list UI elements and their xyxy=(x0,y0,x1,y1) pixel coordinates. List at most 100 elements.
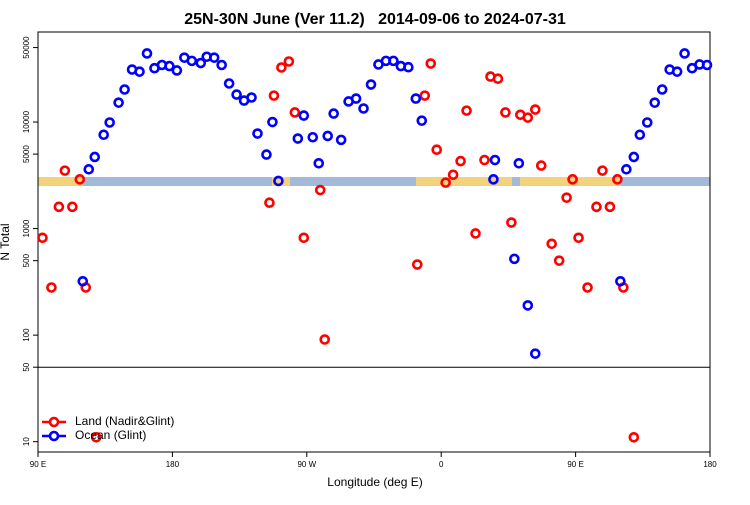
point xyxy=(322,130,334,142)
y-tick-label: 10000 xyxy=(22,110,31,133)
point xyxy=(628,151,640,163)
point xyxy=(98,129,110,141)
point xyxy=(113,97,124,108)
legend-marker xyxy=(48,416,60,428)
point xyxy=(358,103,369,114)
point xyxy=(425,58,437,69)
point xyxy=(634,129,646,141)
point xyxy=(488,174,499,185)
point xyxy=(573,232,584,244)
point xyxy=(298,232,310,244)
point xyxy=(67,201,78,213)
y-tick-label: 50 xyxy=(22,362,31,371)
point xyxy=(535,160,547,171)
point xyxy=(264,197,275,208)
point xyxy=(656,84,668,95)
point xyxy=(529,348,541,359)
point xyxy=(506,217,517,228)
point xyxy=(164,60,175,72)
point xyxy=(74,174,86,185)
point xyxy=(412,259,423,270)
point xyxy=(612,174,623,185)
y-tick-label: 1000 xyxy=(22,219,31,237)
x-tick-label: 90 E xyxy=(30,460,46,469)
point xyxy=(252,128,263,139)
point xyxy=(410,93,422,104)
point xyxy=(104,117,115,128)
point xyxy=(90,431,102,443)
point xyxy=(649,97,661,108)
point xyxy=(591,201,602,213)
point xyxy=(701,59,713,71)
point xyxy=(479,154,490,166)
point xyxy=(628,431,640,443)
point xyxy=(546,238,558,250)
point xyxy=(77,276,89,287)
x-tick-label: 90 E xyxy=(567,460,583,469)
point xyxy=(419,90,431,101)
y-tick-label: 100 xyxy=(22,328,31,342)
point xyxy=(319,334,331,345)
point xyxy=(208,52,220,63)
point xyxy=(615,276,626,287)
point xyxy=(141,48,153,59)
point xyxy=(313,157,325,169)
point xyxy=(289,107,301,118)
map-strip xyxy=(38,177,710,186)
x-tick-label: 0 xyxy=(439,460,444,469)
y-tick-label: 5000 xyxy=(22,145,31,163)
point xyxy=(335,134,347,146)
point xyxy=(431,144,443,156)
point xyxy=(500,107,511,118)
point xyxy=(119,84,130,95)
point xyxy=(83,164,95,175)
x-axis-label: Longitude (deg E) xyxy=(327,475,422,489)
point xyxy=(186,55,198,67)
point xyxy=(283,56,295,67)
point xyxy=(231,89,242,100)
y-tick-label: 500 xyxy=(22,253,31,267)
y-tick-label: 10 xyxy=(22,437,31,446)
point xyxy=(388,55,399,67)
point xyxy=(298,110,310,121)
point xyxy=(246,92,257,103)
point xyxy=(416,115,428,126)
plot-frame xyxy=(37,31,711,453)
point xyxy=(134,66,145,77)
point xyxy=(223,78,235,89)
point xyxy=(37,232,48,244)
point xyxy=(292,133,304,144)
point xyxy=(561,192,572,203)
point xyxy=(522,300,534,311)
point xyxy=(59,165,71,176)
legend-label: Land (Nadir&Glint) xyxy=(75,414,174,428)
point xyxy=(513,157,525,169)
point xyxy=(365,79,377,90)
x-tick-label: 180 xyxy=(166,460,180,469)
point xyxy=(679,48,690,59)
point xyxy=(403,61,414,73)
point xyxy=(597,165,608,176)
point xyxy=(489,154,501,166)
legend-marker xyxy=(48,430,60,442)
x-tick-label: 180 xyxy=(703,460,717,469)
legend-label: Ocean (Glint) xyxy=(75,428,146,442)
point xyxy=(641,117,653,128)
point xyxy=(470,228,481,239)
point xyxy=(195,57,207,69)
point xyxy=(273,175,284,187)
point xyxy=(350,93,362,104)
point xyxy=(267,116,278,128)
point xyxy=(261,149,272,160)
chart-title: 25N-30N June (Ver 11.2) 2014-09-06 to 20… xyxy=(184,11,566,28)
point xyxy=(604,201,616,213)
point xyxy=(447,169,459,181)
point xyxy=(455,155,466,167)
point xyxy=(328,108,339,119)
point xyxy=(440,177,451,188)
x-tick-label: 90 W xyxy=(297,460,316,469)
point xyxy=(171,65,183,76)
point xyxy=(509,253,520,265)
point xyxy=(268,90,280,101)
point xyxy=(582,282,593,293)
